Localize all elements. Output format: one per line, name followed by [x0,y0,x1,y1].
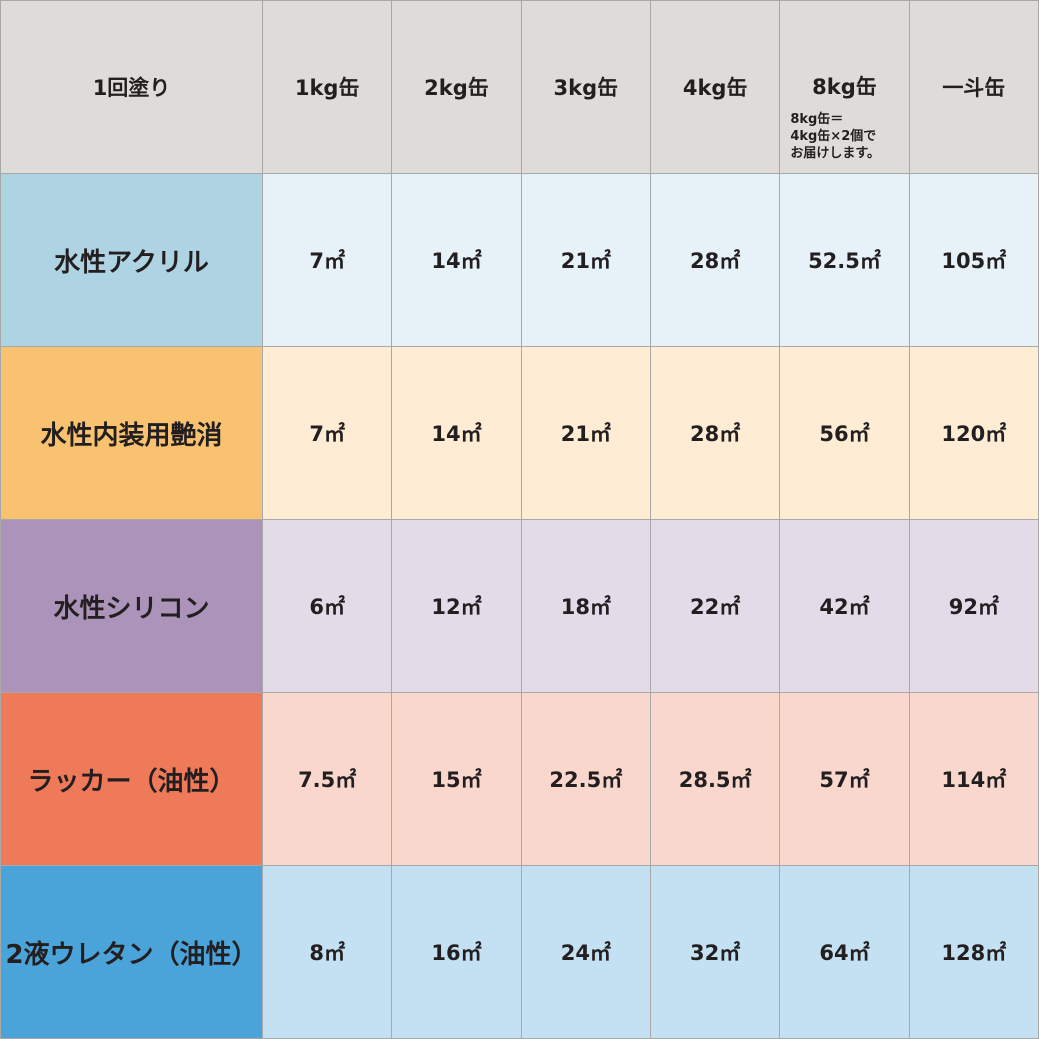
coverage-cell: 105㎡ [908,173,1039,347]
row-label: 水性シリコン [0,519,263,693]
coverage-cell: 15㎡ [391,692,522,866]
coverage-cell: 18㎡ [520,519,651,693]
coverage-cell: 114㎡ [908,692,1039,866]
coverage-cell: 32㎡ [649,865,781,1039]
table-row: 2液ウレタン（油性） 8㎡ 16㎡ 24㎡ 32㎡ 64㎡ 128㎡ [0,865,1039,1039]
coverage-cell: 12㎡ [391,519,522,693]
row-label: ラッカー（油性） [0,692,263,866]
coverage-cell: 16㎡ [391,865,522,1039]
column-label: 4kg缶 [682,76,748,100]
coverage-cell: 120㎡ [908,346,1039,520]
coverage-cell: 28.5㎡ [649,692,781,866]
coverage-cell: 24㎡ [520,865,651,1039]
row-label: 水性アクリル [0,173,263,347]
header-3kg: 3kg缶 [520,0,651,174]
corner-label: 1回塗り [92,76,171,100]
note-line: 4kg缶×2個で [790,129,877,144]
note-line: 8kg缶＝ [790,112,844,127]
header-corner: 1回塗り [0,0,263,174]
header-itto: 一斗缶 [908,0,1039,174]
coverage-cell: 7㎡ [261,173,393,347]
coverage-cell: 64㎡ [779,865,910,1039]
coverage-cell: 7㎡ [261,346,393,520]
column-label: 2kg缶 [424,76,489,100]
coverage-cell: 28㎡ [649,173,781,347]
coverage-cell: 56㎡ [779,346,910,520]
coverage-cell: 128㎡ [908,865,1039,1039]
header-row: 1回塗り 1kg缶 2kg缶 3kg缶 4kg缶 8kg缶 8kg缶＝ 4kg缶… [0,0,1039,174]
header-8kg: 8kg缶 8kg缶＝ 4kg缶×2個で お届けします。 [779,0,910,174]
coverage-cell: 21㎡ [520,173,651,347]
coverage-cell: 52.5㎡ [779,173,910,347]
table-row: 水性シリコン 6㎡ 12㎡ 18㎡ 22㎡ 42㎡ 92㎡ [0,519,1039,693]
coverage-cell: 28㎡ [649,346,781,520]
coverage-cell: 57㎡ [779,692,910,866]
row-label: 2液ウレタン（油性） [0,865,263,1039]
coverage-cell: 7.5㎡ [261,692,393,866]
header-2kg: 2kg缶 [391,0,522,174]
table-row: 水性内装用艶消 7㎡ 14㎡ 21㎡ 28㎡ 56㎡ 120㎡ [0,346,1039,520]
table-row: ラッカー（油性） 7.5㎡ 15㎡ 22.5㎡ 28.5㎡ 57㎡ 114㎡ [0,692,1039,866]
coverage-cell: 42㎡ [779,519,910,693]
8kg-note: 8kg缶＝ 4kg缶×2個で お届けします。 [790,111,880,162]
column-label: 1kg缶 [294,76,360,100]
row-label: 水性内装用艶消 [0,346,263,520]
coverage-cell: 22.5㎡ [520,692,651,866]
table-row: 水性アクリル 7㎡ 14㎡ 21㎡ 28㎡ 52.5㎡ 105㎡ [0,173,1039,347]
coverage-cell: 6㎡ [261,519,393,693]
coverage-cell: 92㎡ [908,519,1039,693]
coverage-cell: 22㎡ [649,519,781,693]
header-1kg: 1kg缶 [261,0,393,174]
column-label: 3kg缶 [553,76,619,100]
coverage-cell: 14㎡ [391,346,522,520]
column-label: 8kg缶 [812,75,877,99]
coverage-cell: 8㎡ [261,865,393,1039]
column-label: 一斗缶 [942,76,1006,100]
coverage-cell: 21㎡ [520,346,651,520]
coverage-cell: 14㎡ [391,173,522,347]
header-4kg: 4kg缶 [649,0,781,174]
note-line: お届けします。 [790,146,881,161]
